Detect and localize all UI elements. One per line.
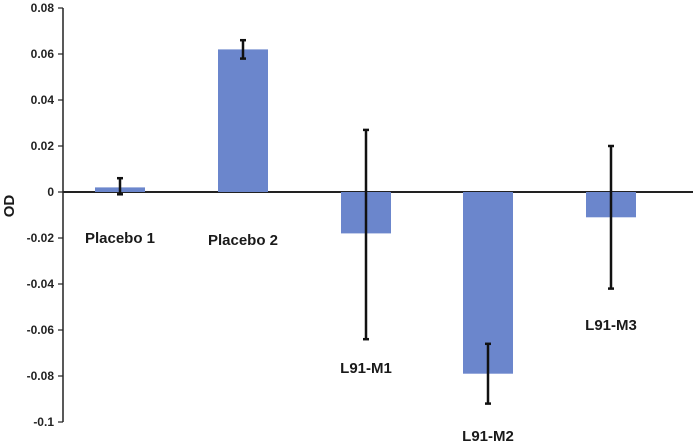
y-tick-label: -0.06 bbox=[27, 323, 55, 337]
y-tick-label: -0.04 bbox=[27, 277, 55, 291]
y-tick-label: 0 bbox=[47, 185, 54, 199]
bar bbox=[218, 49, 268, 193]
y-tick-label: 0.04 bbox=[31, 93, 55, 107]
category-label: Placebo 2 bbox=[208, 232, 278, 249]
y-tick-label: 0.02 bbox=[31, 139, 55, 153]
category-label: L91-M2 bbox=[462, 428, 514, 445]
y-tick-label: -0.1 bbox=[33, 415, 54, 429]
category-label: L91-M1 bbox=[340, 360, 392, 377]
error-bar-group bbox=[117, 38, 614, 405]
y-tick-label: 0.06 bbox=[31, 47, 55, 61]
y-tick-label: -0.08 bbox=[27, 369, 55, 383]
category-label-group: Placebo 1 Placebo 2 L91-M1 L91-M2 L91-M3 bbox=[85, 230, 637, 445]
y-tick-label: -0.02 bbox=[27, 231, 55, 245]
category-label: Placebo 1 bbox=[85, 230, 155, 247]
y-tick-label: 0.08 bbox=[31, 1, 55, 15]
y-tick-label-group: 0.08 0.06 0.04 0.02 0 -0.02 -0.04 -0.06 -0.08 -0.… bbox=[27, 1, 63, 429]
category-label: L91-M3 bbox=[585, 317, 637, 334]
y-axis-title: OD bbox=[1, 195, 18, 218]
